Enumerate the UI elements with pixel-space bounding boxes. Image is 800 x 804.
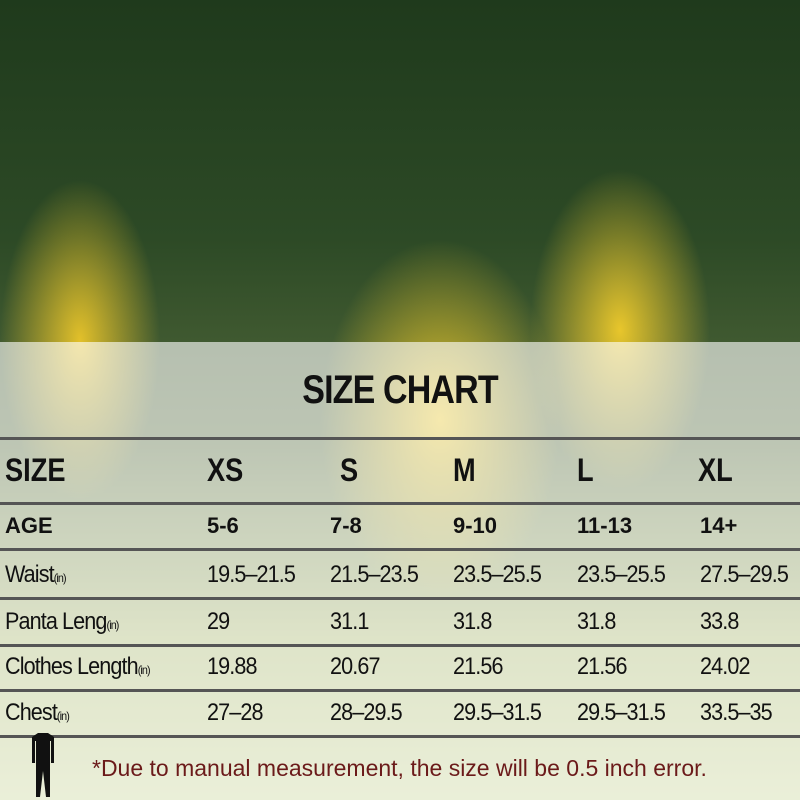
row-unit: (in) [53, 571, 67, 585]
table-cell: 7-8 [330, 513, 362, 538]
header-m: M [453, 451, 476, 488]
header-l: L [577, 451, 594, 488]
divider [0, 644, 800, 647]
table-cell: 11-13 [577, 513, 633, 538]
size-chart-panel [0, 342, 800, 800]
compression-suit-icon [30, 733, 56, 804]
table-cell: 31.1 [330, 608, 369, 635]
measurement-note: *Due to manual measurement, the size wil… [92, 755, 707, 781]
table-cell: 33.5–35 [700, 699, 773, 726]
row-unit: (in) [56, 709, 70, 723]
divider [0, 597, 800, 600]
row-label: AGE [5, 513, 53, 539]
divider [0, 437, 800, 440]
table-cell: 20.67 [330, 653, 380, 680]
row-label: Clothes Length(in) [5, 653, 151, 681]
header-xs: XS [207, 451, 244, 488]
table-cell: 21.56 [577, 653, 627, 680]
table-cell: 27–28 [207, 699, 263, 726]
table-cell: 23.5–25.5 [453, 561, 542, 588]
row-label-text: Waist [5, 561, 55, 588]
table-cell: 9-10 [453, 513, 498, 538]
table-cell: 19.5–21.5 [207, 561, 296, 588]
table-cell: 33.8 [700, 608, 739, 635]
row-unit: (in) [106, 618, 120, 632]
table-cell: 28–29.5 [330, 699, 403, 726]
table-cell: 21.56 [453, 653, 503, 680]
divider [0, 735, 800, 738]
row-label-text: Clothes Length [5, 653, 139, 680]
table-cell: 21.5–23.5 [330, 561, 419, 588]
row-label: Waist(in) [5, 561, 67, 589]
table-cell: 29.5–31.5 [453, 699, 542, 726]
table-cell: 5-6 [207, 513, 239, 538]
divider [0, 689, 800, 692]
row-label: Chest(in) [5, 699, 70, 727]
table-row: Panta Leng(in) 29 31.1 31.8 31.8 33.8 [0, 600, 800, 644]
table-cell: 19.88 [207, 653, 257, 680]
table-row: Clothes Length(in) 19.88 20.67 21.56 21.56 24… [0, 645, 800, 689]
table-cell: 29 [207, 608, 230, 635]
divider [0, 502, 800, 505]
header-xl: XL [698, 451, 733, 488]
row-unit: (in) [137, 663, 151, 677]
row-label-text: Chest [5, 699, 58, 726]
header-row: SIZE XS S M L XL [0, 448, 800, 492]
header-size: SIZE [5, 451, 66, 488]
row-label: Panta Leng(in) [5, 608, 119, 636]
chart-title: SIZE CHART [302, 368, 498, 412]
table-cell: 24.02 [700, 653, 750, 680]
row-label-text: AGE [5, 513, 53, 538]
table-cell: 14+ [700, 513, 738, 538]
table-cell: 31.8 [453, 608, 492, 635]
table-cell: 23.5–25.5 [577, 561, 666, 588]
table-cell: 29.5–31.5 [577, 699, 666, 726]
table-cell: 27.5–29.5 [700, 561, 789, 588]
table-row: Chest(in) 27–28 28–29.5 29.5–31.5 29.5–31.5 3… [0, 691, 800, 735]
table-cell: 31.8 [577, 608, 616, 635]
divider [0, 548, 800, 551]
row-label-text: Panta Leng [5, 608, 107, 635]
table-row: AGE 5-6 7-8 9-10 11-13 14+ [0, 504, 800, 548]
header-s: S [340, 451, 359, 488]
table-row: Waist(in) 19.5–21.5 21.5–23.5 23.5–25.5 23.5… [0, 553, 800, 597]
